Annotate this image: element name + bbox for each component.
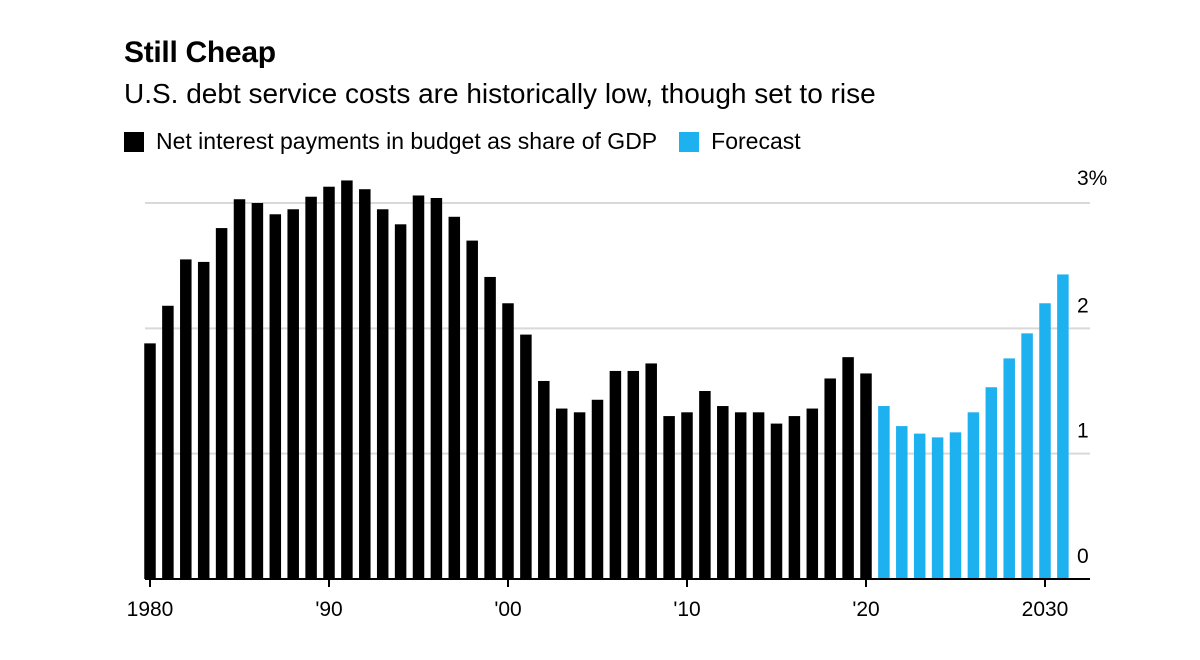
y-tick-label: 0: [1077, 545, 1089, 568]
bar-actual: [144, 343, 156, 579]
bar-actual: [484, 276, 496, 579]
legend-item-actual: Net interest payments in budget as share…: [124, 128, 657, 155]
bar-actual: [287, 209, 299, 579]
bar-actual: [573, 412, 586, 579]
bar-forecast: [913, 433, 926, 579]
x-tick-label: '90: [315, 598, 342, 621]
bar-actual: [734, 412, 747, 579]
bar-forecast: [896, 426, 908, 579]
bar-actual: [251, 203, 264, 579]
bars: [144, 180, 1069, 580]
bar-actual: [645, 363, 657, 579]
bar-actual: [323, 186, 335, 579]
x-tick-label: '20: [852, 598, 879, 621]
bar-actual: [394, 224, 407, 579]
bar-actual: [430, 197, 443, 580]
x-tick-label: '10: [673, 598, 700, 621]
bar-actual: [555, 408, 568, 579]
bar-actual: [842, 357, 854, 579]
x-tick-label: 1980: [127, 598, 174, 621]
bar-actual: [376, 209, 389, 579]
bar-actual: [269, 214, 282, 579]
chart-title: Still Cheap: [124, 36, 276, 69]
bar-forecast: [1003, 358, 1015, 579]
legend-swatch-forecast: [679, 131, 700, 152]
bar-forecast: [967, 412, 980, 579]
bar-forecast: [878, 406, 890, 579]
x-tick-label: 2030: [1022, 598, 1069, 621]
bar-actual: [806, 408, 819, 579]
bar-actual: [538, 380, 550, 579]
legend-swatch-actual: [124, 131, 144, 152]
bar-actual: [699, 391, 711, 579]
bar-actual: [520, 334, 532, 579]
bar-actual: [752, 412, 765, 579]
bar-actual: [717, 406, 729, 579]
bar-forecast: [1021, 333, 1033, 579]
legend-label-actual: Net interest payments in budget as share…: [156, 128, 658, 154]
bar-actual: [180, 259, 192, 579]
bar-actual: [215, 228, 228, 579]
bar-actual: [591, 399, 604, 579]
y-tick-label: 3%: [1077, 167, 1107, 190]
bar-actual: [305, 196, 317, 580]
bar-actual: [788, 416, 801, 579]
bar-actual: [770, 423, 783, 579]
legend: Net interest payments in budget as share…: [124, 128, 823, 155]
bar-actual: [341, 180, 353, 579]
y-axis-labels: 0 1 2 3%: [1077, 167, 1107, 568]
chart-subtitle: U.S. debt service costs are historically…: [124, 78, 876, 109]
bar-forecast: [1057, 274, 1069, 579]
bar-actual: [162, 305, 174, 579]
bar-actual: [197, 261, 210, 579]
bar-actual: [412, 195, 425, 580]
bar-forecast: [985, 387, 998, 579]
bar-actual: [609, 370, 622, 579]
bar-actual: [860, 373, 872, 579]
bar-actual: [359, 189, 371, 579]
bar-actual: [233, 199, 246, 580]
x-tick-label: '00: [494, 598, 521, 621]
bar-actual: [681, 412, 693, 579]
bar-forecast: [949, 432, 962, 579]
legend-item-forecast: Forecast: [679, 128, 801, 155]
x-axis: [145, 578, 1090, 587]
y-tick-label: 1: [1077, 420, 1089, 443]
x-axis-labels: 1980 '90 '00 '10 '20 2030: [127, 598, 1069, 621]
bar-forecast: [931, 437, 944, 579]
bar-actual: [448, 216, 461, 580]
bar-actual: [627, 370, 640, 579]
legend-label-forecast: Forecast: [711, 128, 801, 154]
bar-actual: [502, 303, 514, 579]
bar-actual: [824, 378, 836, 579]
bar-forecast: [1039, 303, 1051, 579]
bar-actual: [466, 240, 478, 579]
y-tick-label: 2: [1077, 294, 1089, 317]
bar-actual: [663, 416, 675, 579]
